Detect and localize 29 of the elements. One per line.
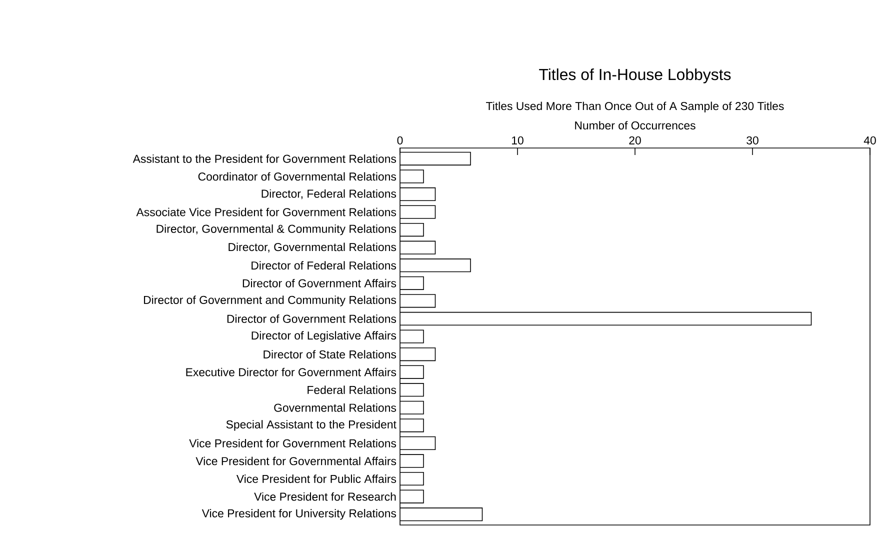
y-tick-label: Vice President for Public Affairs [236,474,396,483]
x-axis-title: Number of Occurrences [575,121,696,130]
x-tick-label: 0 [397,136,403,144]
y-tick-label: Vice President for University Relations [202,508,396,520]
x-tick-label: 10 [512,136,524,144]
y-tick-label: Vice President for Governmental Affairs [196,456,396,466]
chart-subtitle: Titles Used More Than Once Out of A Sample of 230 Titles [486,102,784,112]
y-tick-label: Governmental Relations [274,403,396,412]
y-tick-label: Director, Federal Relations [262,189,396,200]
y-tick-label: Director of State Relations [264,350,396,358]
y-tick-label: Director, Governmental & Community Relations [156,224,396,236]
y-tick-label: Special Assistant to the President [226,420,396,431]
y-tick-label: Director of Government Relations [227,314,396,323]
y-tick-label: Vice President for Government Relations [189,438,396,448]
y-tick-label: Coordinator of Governmental Relations [198,172,396,181]
y-tick-label: Director, Governmental Relations [228,242,396,252]
y-tick-label: Associate Vice President for Government Relations [136,208,396,216]
x-tick-label: 20 [629,136,641,144]
y-tick-label: Executive Director for Government Affairs [186,368,396,376]
y-tick-label: Director of Federal Relations [252,261,396,270]
chart-title: Titles of In-House Lobbysts [539,68,731,84]
x-tick-label: 30 [746,136,758,144]
y-tick-label: Director of Legislative Affairs [252,331,396,342]
y-tick-label: Vice President for Research [254,492,396,501]
y-tick-label: Assistant to the President for Government Relations [132,154,396,163]
y-tick-label: Director of Government Affairs [242,278,396,288]
y-tick-label: Director of Government and Community Relations [144,296,396,306]
y-tick-label: Federal Relations [308,386,396,394]
x-tick-label: 40 [864,136,876,144]
